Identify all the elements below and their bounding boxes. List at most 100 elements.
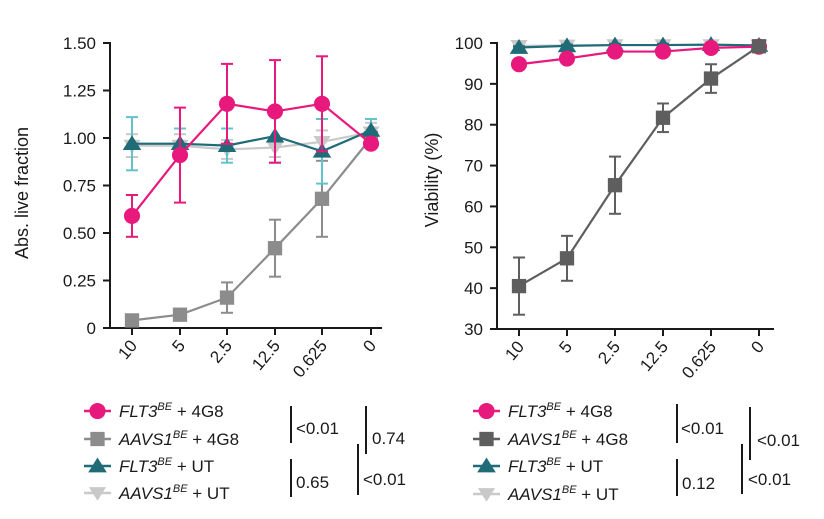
data-point <box>218 95 236 112</box>
left-legend: FLT3BE + 4G8 AAVS1BE + 4G8 FLT3BE + UT A… <box>84 401 239 503</box>
legend-condition: + UT <box>188 484 230 503</box>
legend-gene: FLT3 <box>119 402 158 421</box>
legend-superscript: BE <box>157 401 172 413</box>
y-tick-label: 0 <box>87 319 96 338</box>
pvalue-aavs1-4g8-vs-aavs1-ut: <0.01 <box>363 470 406 489</box>
x-tick-label: 0 <box>359 336 380 355</box>
data-point <box>751 39 767 54</box>
series-aavs1be-4g8 <box>511 39 767 316</box>
legend-gene: FLT3 <box>508 457 547 476</box>
y-tick-label: 100 <box>455 34 483 53</box>
series-line <box>132 129 372 153</box>
legend-entry-flt3-ut: FLT3BE + UT <box>473 456 603 476</box>
pvalue-flt3-ut-vs-aavs1-ut: 0.12 <box>682 474 715 493</box>
right-legend: FLT3BE + 4G8 AAVS1BE + 4G8 FLT3BE + UT A… <box>473 401 628 504</box>
y-tick-label: 80 <box>464 116 483 135</box>
pvalue-flt3-4g8-vs-aavs1-4g8: <0.01 <box>296 419 339 438</box>
legend-entry-flt3-4g8: FLT3BE + 4G8 <box>84 401 224 421</box>
data-point <box>509 39 529 54</box>
legend-superscript: BE <box>546 456 561 468</box>
y-axis-title: Abs. live fraction <box>12 127 32 259</box>
legend-swatch-marker <box>89 402 106 420</box>
data-point <box>122 135 142 151</box>
data-point <box>123 207 141 224</box>
legend-condition: + UT <box>172 457 214 476</box>
x-tick-label: 0 <box>747 337 768 356</box>
x-tick-label: 2.5 <box>594 337 624 367</box>
pvalue-flt3-ut-vs-aavs1-ut: 0.65 <box>296 473 329 492</box>
legend-gene: AAVS1 <box>118 484 173 503</box>
legend-entry-aavs1-4g8: AAVS1BE + 4G8 <box>84 429 239 449</box>
legend-entry-aavs1-ut: AAVS1BE + UT <box>473 484 619 504</box>
legend-condition: + 4G8 <box>577 430 629 449</box>
x-tick-label: 0.625 <box>289 336 331 381</box>
legend-superscript: BE <box>157 456 172 468</box>
legend-gene: AAVS1 <box>507 485 562 504</box>
data-point <box>314 191 330 206</box>
series-line <box>131 102 372 217</box>
legend-label: AAVS1BE + 4G8 <box>118 429 239 449</box>
data-point <box>607 178 623 193</box>
data-point <box>124 313 140 328</box>
x-tick-label: 10 <box>114 336 141 363</box>
legend-gene: FLT3 <box>119 457 158 476</box>
data-point <box>655 110 671 125</box>
legend-entry-aavs1-4g8: AAVS1BE + 4G8 <box>473 429 628 449</box>
data-point <box>702 39 720 56</box>
legend-swatch-marker <box>477 488 496 502</box>
y-tick-label: 70 <box>464 157 483 176</box>
y-tick-label: 0.75 <box>63 177 96 196</box>
data-point <box>703 71 719 86</box>
legend-swatch-marker <box>88 457 107 473</box>
y-tick-label: 60 <box>464 197 483 216</box>
data-point <box>362 135 380 152</box>
legend-entry-flt3-ut: FLT3BE + UT <box>84 456 214 476</box>
y-tick-label: 1.25 <box>63 82 96 101</box>
legend-label: FLT3BE + UT <box>508 456 603 476</box>
series-line <box>518 43 760 49</box>
pvalue-flt3-4g8-vs-flt3-ut: 0.74 <box>372 429 405 448</box>
left-pvalue-brackets: <0.01 0.74 0.65 <0.01 <box>290 406 406 497</box>
data-point <box>171 147 189 164</box>
y-axis-title: Viability (%) <box>422 133 442 228</box>
y-tick-label: 0.25 <box>63 272 96 291</box>
x-tick-label: 10 <box>501 337 528 364</box>
y-tick-label: 1.00 <box>63 129 96 148</box>
legend-label: FLT3BE + UT <box>119 456 214 476</box>
data-point <box>172 307 188 322</box>
y-tick-label: 0.50 <box>63 224 96 243</box>
series-line <box>131 137 372 322</box>
data-point <box>361 121 381 137</box>
right-pvalue-brackets: <0.01 <0.01 0.12 <0.01 <box>676 404 800 496</box>
legend-superscript: BE <box>173 483 188 495</box>
x-tick-label: 5 <box>555 337 576 356</box>
legend-label: AAVS1BE + UT <box>118 483 230 503</box>
legend-swatch-marker <box>88 487 107 501</box>
legend-entry-aavs1-ut: AAVS1BE + UT <box>84 483 230 503</box>
legend-swatch-marker <box>478 402 495 420</box>
legend-condition: + UT <box>561 457 603 476</box>
series-line <box>518 45 760 288</box>
left-chart-panel: 0 0.25 0.50 0.75 1.00 1.25 1.50 10 5 2.5 12.5 0.625… <box>12 34 382 381</box>
right-chart-panel: 30 40 50 60 70 80 90 100 10 5 2.5 12.5 0.625 0 Viabili… <box>422 34 774 382</box>
pvalue-flt3-4g8-vs-aavs1-4g8: <0.01 <box>681 419 724 438</box>
legend-superscript: BE <box>173 429 188 441</box>
series-line <box>518 45 760 66</box>
legend-gene: AAVS1 <box>507 430 562 449</box>
legend-label: AAVS1BE + UT <box>507 484 619 504</box>
data-point <box>557 37 577 53</box>
legend-superscript: BE <box>562 484 577 496</box>
y-tick-label: 50 <box>464 238 483 257</box>
series-flt3be-4g8 <box>123 55 380 238</box>
data-point <box>219 290 235 305</box>
legend-swatch-marker <box>90 431 105 447</box>
x-tick-label: 12.5 <box>636 337 672 375</box>
legend-condition: + 4G8 <box>561 402 613 421</box>
y-tick-label: 1.50 <box>63 34 96 53</box>
legend-superscript: BE <box>546 401 561 413</box>
x-tick-label: 5 <box>168 336 189 355</box>
data-point <box>313 95 331 112</box>
y-tick-label: 30 <box>464 320 483 339</box>
y-tick-label: 90 <box>464 75 483 94</box>
